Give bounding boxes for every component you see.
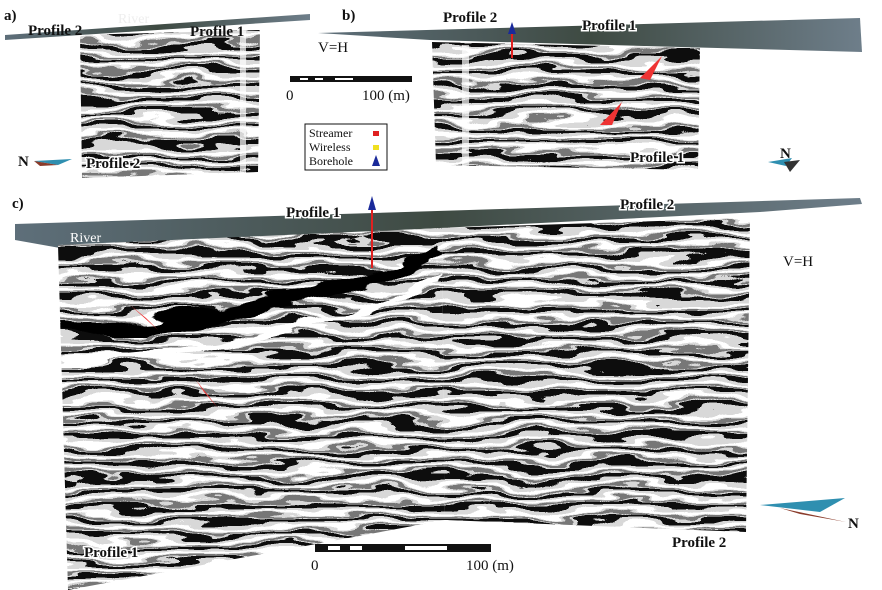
profile-label: Profile 1 — [582, 18, 636, 34]
seismic-section — [430, 205, 760, 545]
north-label: N — [18, 154, 29, 170]
seismic-section — [410, 30, 720, 190]
panel-a: a) Profile 2 River Profile 1 Profile 2 N — [4, 8, 310, 200]
legend-label: Borehole — [309, 154, 353, 168]
north-arrow — [784, 160, 800, 172]
section-label: Profile 1 — [630, 150, 684, 166]
legend: Streamer Wireless Borehole — [305, 124, 387, 170]
figure: a) Profile 2 River Profile 1 Profile 2 N… — [0, 0, 882, 590]
north-arrow — [760, 498, 845, 512]
profile-label: Profile 2 — [620, 197, 674, 213]
scale-start: 0 — [311, 558, 319, 574]
north-label: N — [848, 516, 859, 532]
scale-bar: 0 100 (m) — [286, 76, 412, 104]
scale-end: 100 (m) — [362, 88, 410, 104]
profile-label: Profile 2 — [28, 23, 82, 39]
ratio-label: V=H — [783, 254, 813, 270]
section-label: Profile 1 — [84, 545, 138, 561]
scale-end: 100 (m) — [466, 558, 514, 574]
scale-bar: 0 100 (m) — [311, 544, 514, 574]
profile-label: Profile 1 — [190, 24, 244, 40]
legend-swatch — [373, 145, 379, 150]
panel-label: b) — [342, 8, 355, 24]
panel-c: c) River Profile 1 Profile 2 V=H Profile… — [12, 196, 862, 590]
seismic-section — [40, 20, 300, 200]
scale-start: 0 — [286, 88, 294, 104]
river-label: River — [118, 12, 149, 27]
ratio-label: V=H — [318, 40, 348, 56]
section-label: Profile 2 — [86, 156, 140, 172]
panel-label: c) — [12, 196, 24, 212]
seismic-section — [40, 215, 460, 590]
profile-label: Profile 1 — [286, 205, 340, 221]
borehole-marker — [368, 196, 376, 210]
river-label: River — [70, 231, 101, 246]
panel-label: a) — [4, 8, 17, 24]
legend-label: Streamer — [309, 126, 352, 140]
profile-label: Profile 2 — [443, 10, 497, 26]
legend-label: Wireless — [309, 140, 351, 154]
legend-swatch — [373, 131, 379, 136]
section-label: Profile 2 — [672, 535, 726, 551]
